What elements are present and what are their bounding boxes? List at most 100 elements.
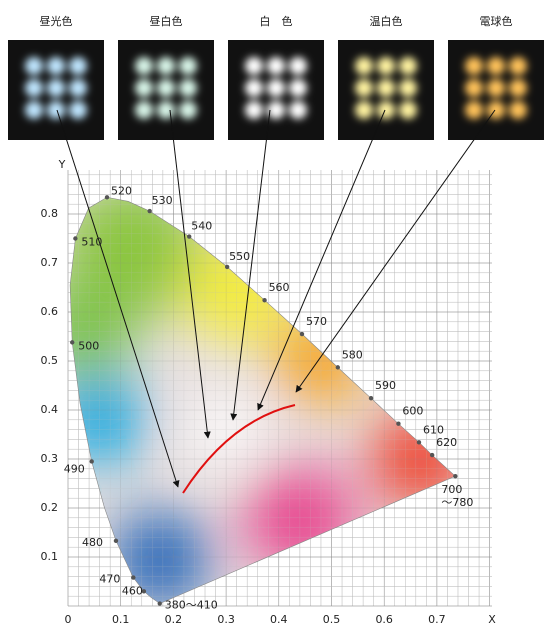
led (245, 101, 263, 119)
led (157, 79, 175, 97)
wavelength-dot (453, 473, 458, 479)
y-axis-label: Y (58, 158, 66, 171)
led (465, 101, 483, 119)
locus-outline (69, 196, 456, 604)
x-tick-label: 0.5 (323, 613, 341, 623)
led (25, 57, 43, 75)
grid-overlay (67, 170, 492, 607)
y-tick-label: 0.5 (41, 354, 59, 367)
image-label: 白 色 (260, 14, 293, 28)
y-tick-label: 0.4 (41, 403, 59, 416)
wavelength-label: 530 (152, 194, 173, 207)
x-tick-label: 0.7 (428, 613, 446, 623)
wavelength-label: 620 (436, 436, 457, 449)
led (267, 79, 285, 97)
led (289, 79, 307, 97)
wavelength-dot (368, 396, 374, 401)
led (509, 101, 527, 119)
led (377, 101, 395, 119)
wavelength-label: 480 (82, 536, 103, 549)
led (377, 79, 395, 97)
led (487, 57, 505, 75)
led (245, 57, 263, 75)
x-tick-label: 0.1 (112, 613, 130, 623)
led (135, 101, 153, 119)
wavelength-label: 590 (375, 379, 396, 392)
led (399, 101, 417, 119)
wavelength-label: ～780 (441, 496, 473, 509)
image-label: 電球色 (480, 14, 513, 28)
led (487, 101, 505, 119)
wavelength-label: 510 (81, 236, 102, 249)
wavelength-label: 490 (64, 462, 85, 475)
wavelength-dot (224, 264, 230, 270)
wavelength-label: 700 (441, 483, 462, 496)
led-glow (135, 57, 197, 119)
led-glow (355, 57, 417, 119)
wavelength-label: 500 (78, 339, 99, 352)
wavelength-label: 570 (306, 315, 327, 328)
y-tick-label: 0.8 (41, 207, 59, 220)
y-tick-label: 0.1 (41, 550, 59, 563)
led (69, 57, 87, 75)
led (157, 101, 175, 119)
wavelength-dot (416, 440, 422, 445)
led (47, 57, 65, 75)
x-axis-label: X (488, 613, 496, 623)
led (267, 101, 285, 119)
wavelength-dot (429, 452, 435, 458)
led (289, 101, 307, 119)
led (509, 79, 527, 97)
led (135, 79, 153, 97)
wavelength-dot (262, 298, 267, 303)
image-label: 昼白色 (150, 14, 183, 28)
led-glow (25, 57, 87, 119)
planckian-locus (182, 404, 296, 494)
led (355, 79, 373, 97)
arrows (56, 109, 496, 488)
x-tick-label: 0.2 (165, 613, 183, 623)
led (509, 57, 527, 75)
led (289, 57, 307, 75)
led (355, 101, 373, 119)
wavelength-dot (335, 365, 341, 370)
led (399, 57, 417, 75)
image-label: 温白色 (370, 14, 403, 28)
wavelength-dot (147, 208, 152, 214)
led (179, 101, 197, 119)
y-tick-label: 0.6 (41, 305, 59, 318)
led (399, 79, 417, 97)
x-tick-label: 0.3 (217, 613, 235, 623)
led (355, 57, 373, 75)
wavelength-label: 520 (111, 184, 132, 197)
image-label: 昼光色 (40, 14, 73, 28)
led (487, 79, 505, 97)
wavelength-dot (157, 601, 162, 606)
wavelength-label: 610 (423, 423, 444, 436)
wavelength-label: 380～410 (165, 599, 218, 612)
wavelength-dot (396, 421, 401, 426)
x-tick-label: 0 (65, 613, 72, 623)
x-tick-label: 0.4 (270, 613, 288, 623)
wavelength-label: 470 (99, 573, 120, 586)
y-tick-label: 0.7 (41, 256, 59, 269)
wavelength-label: 460 (122, 584, 143, 597)
led (69, 79, 87, 97)
led (179, 57, 197, 75)
wavelength-label: 540 (191, 220, 212, 233)
led (69, 101, 87, 119)
wavelength-dot (299, 331, 305, 337)
wavelength-label: 600 (402, 405, 423, 418)
led-glow (245, 57, 307, 119)
wavelength-label: 560 (269, 281, 290, 294)
wavelength-dot (131, 575, 136, 580)
led (47, 101, 65, 119)
wavelength-dot (89, 459, 94, 464)
wavelength-label: 580 (342, 348, 363, 361)
led (179, 79, 197, 97)
led (377, 57, 395, 75)
led (267, 57, 285, 75)
x-tick-label: 0.6 (375, 613, 393, 623)
y-tick-label: 0.3 (41, 452, 59, 465)
